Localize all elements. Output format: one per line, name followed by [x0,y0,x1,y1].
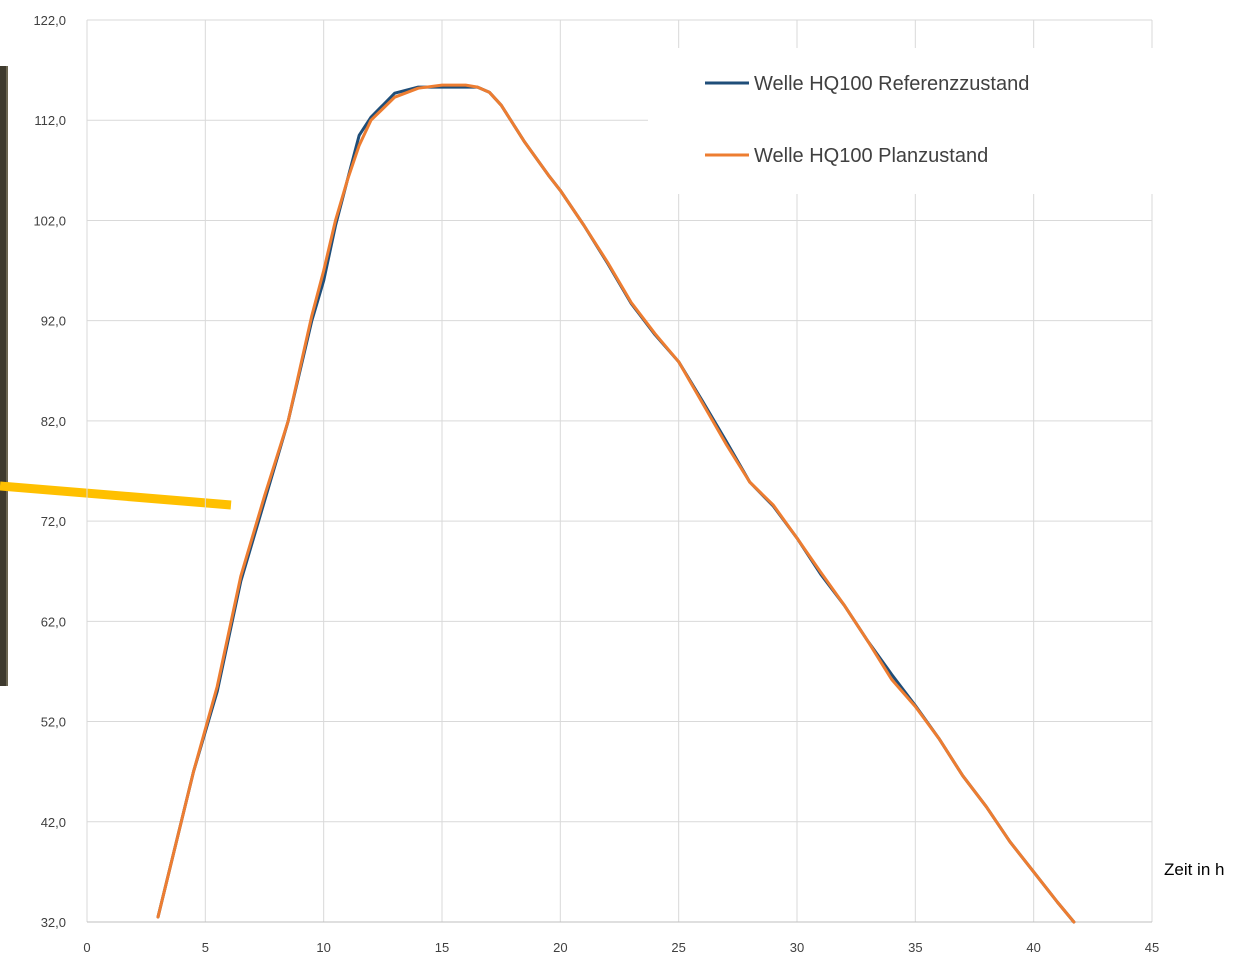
y-tick-label: 112,0 [34,113,66,128]
legend: Welle HQ100 Referenzzustand Welle HQ100 … [648,48,1153,194]
x-axis-tick-labels: 0 5 10 15 20 25 30 35 40 45 [83,940,1159,955]
dark-photo-edge [0,66,6,686]
y-axis-tick-labels: 32,0 42,0 52,0 62,0 72,0 82,0 92,0 102,0 112,0 12… [33,13,66,930]
x-tick-label: 40 [1026,940,1040,955]
x-tick-label: 15 [435,940,449,955]
x-tick-label: 35 [908,940,922,955]
y-tick-label: 122,0 [33,13,66,28]
x-tick-label: 10 [316,940,330,955]
series-line-referenzzustand [156,85,1076,924]
series-line-planzustand [156,83,1076,924]
y-tick-label: 102,0 [33,213,66,228]
x-tick-label: 20 [553,940,567,955]
x-tick-label: 5 [202,940,209,955]
series-lines [156,83,1076,924]
legend-background [648,48,1153,194]
x-tick-label: 30 [790,940,804,955]
x-tick-label: 25 [671,940,685,955]
x-tick-label: 45 [1145,940,1159,955]
yellow-marker-line [0,481,232,510]
y-tick-label: 82,0 [41,414,66,429]
y-tick-label: 42,0 [41,815,66,830]
cropped-photo-fragment [0,66,232,686]
x-tick-label: 0 [83,940,90,955]
x-axis-title: Zeit in h [1164,860,1224,879]
legend-label-planzustand: Welle HQ100 Planzustand [754,145,988,167]
y-tick-label: 72,0 [41,514,66,529]
dark-photo-edge-highlight [6,66,8,686]
legend-label-referenzzustand: Welle HQ100 Referenzzustand [754,73,1029,95]
y-tick-label: 62,0 [41,614,66,629]
y-tick-label: 92,0 [41,314,66,329]
y-tick-label: 52,0 [41,715,66,730]
y-tick-label: 32,0 [41,915,66,930]
